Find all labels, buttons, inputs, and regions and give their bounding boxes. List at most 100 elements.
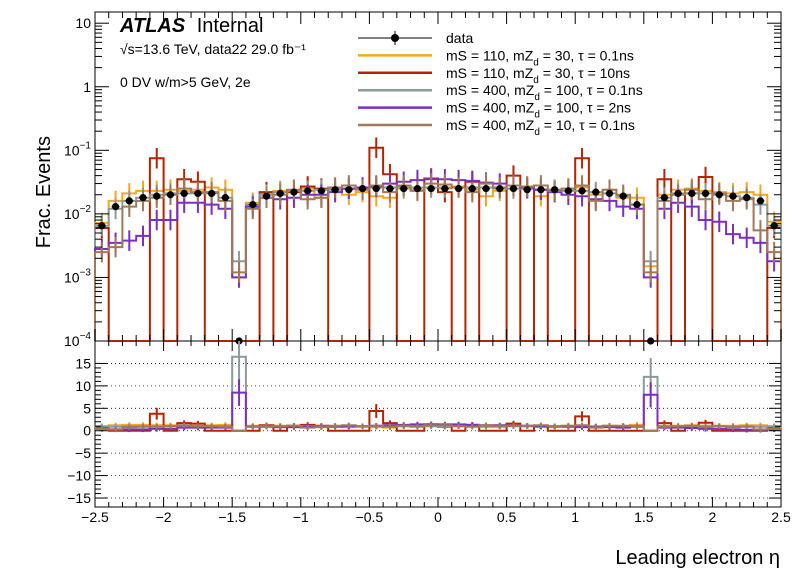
ratio-y-tick-label: 15 [75, 355, 91, 371]
data-point [166, 191, 175, 199]
data-point [551, 186, 559, 194]
data-point [523, 186, 531, 194]
data-point [468, 184, 476, 193]
data-point [482, 184, 490, 193]
top-y-tick-label: 10−3 [64, 267, 91, 285]
legend-name-part: mS = 400, mZ [446, 100, 535, 116]
x-tick-label: −2.5 [81, 509, 109, 525]
ratio-y-tick-label: 5 [83, 400, 91, 416]
x-tick-label: −1.5 [218, 509, 246, 525]
data-point [345, 186, 353, 194]
top-y-tick-label: 1 [83, 79, 91, 95]
tick-mantissa: 10 [64, 206, 80, 222]
data-point [194, 189, 202, 197]
x-axis-title: Leading electron η [615, 547, 780, 569]
data-point [180, 189, 188, 197]
top-y-tick-label: 10−1 [64, 140, 91, 158]
tick-mantissa: 10 [64, 269, 80, 285]
x-tick-label: −1 [293, 509, 309, 525]
ratio-panel-series [94, 341, 782, 433]
legend-entry-label: data [446, 30, 473, 46]
legend-name-subscript: d [533, 57, 539, 68]
tick-exponent: −3 [80, 267, 92, 278]
experiment-name: ATLAS [119, 15, 186, 37]
energy-label: √s=13.6 TeV, data22 29.0 fb⁻¹ [120, 41, 306, 57]
top-y-tick-label: 10 [75, 15, 91, 31]
data-point [729, 192, 737, 200]
x-tick-label: 0 [434, 509, 442, 525]
data-point [454, 184, 463, 193]
y-axis-title: Frac. Events [33, 136, 55, 248]
data-point [153, 192, 161, 200]
legend-entry-label: mS = 110, mZd = 30, τ = 10ns [446, 65, 630, 86]
series-line-4 [94, 178, 782, 341]
data-point [509, 184, 518, 193]
data-point [125, 197, 133, 205]
data-point [496, 184, 504, 193]
ratio-y-tick-label: −5 [75, 445, 91, 461]
data-point [743, 194, 751, 202]
data-point [358, 184, 367, 193]
experiment-status: Internal [197, 15, 264, 37]
legend-name-part: mS = 110, mZ [446, 65, 534, 81]
x-tick-label: 1 [571, 509, 579, 525]
data-point [111, 203, 120, 211]
x-tick-label: −2 [156, 509, 172, 525]
data-point [592, 188, 600, 196]
ratio-y-tick-label: −15 [67, 490, 91, 506]
ratio-y-ticks: 15 10 5 0 −5 −10 −15 [67, 355, 781, 506]
data-point [400, 184, 408, 193]
data-point [139, 194, 147, 202]
data-point [262, 192, 271, 200]
legend-name-part: mS = 400, mZ [446, 117, 535, 133]
legend-name-part: mS = 110, mZ [446, 47, 534, 63]
tick-mantissa: 10 [64, 333, 80, 349]
x-tick-label: 2 [709, 509, 717, 525]
data-point [386, 184, 394, 193]
legend-marker [391, 34, 399, 42]
data-point [427, 184, 435, 193]
legend-name-part: = 10, τ = 0.1ns [540, 117, 635, 133]
tick-exponent: −2 [80, 204, 92, 215]
data-point [208, 189, 216, 197]
x-ticks: −2.5 −2 −1.5 −1 −0.5 0 0.5 1 1.5 2 2.5 [81, 12, 791, 525]
data-point [605, 189, 614, 197]
data-point [633, 200, 641, 209]
data-point [619, 192, 627, 200]
x-tick-label: 0.5 [497, 509, 517, 525]
data-point [331, 186, 339, 194]
data-point [290, 188, 298, 196]
legend-entry-label: mS = 400, mZd = 10, τ = 0.1ns [446, 117, 635, 138]
tick-exponent: −4 [80, 331, 92, 342]
legend-name-part: = 30, τ = 10ns [539, 65, 630, 81]
data-point [756, 197, 765, 205]
data-point [688, 189, 696, 197]
ratio-y-tick-label: 10 [75, 378, 91, 394]
data-point [674, 189, 682, 197]
data-point [441, 184, 449, 193]
data-point [715, 191, 723, 199]
ratio-y-tick-label: 0 [83, 423, 91, 439]
data-point [578, 187, 586, 195]
x-tick-label: 1.5 [634, 509, 654, 525]
tick-exponent: −1 [80, 140, 92, 151]
top-y-tick-label: 10−4 [64, 331, 91, 349]
legend-name-subscript: d [533, 75, 539, 86]
x-tick-label: −0.5 [356, 509, 384, 525]
atlas-label: ATLAS Internal [119, 15, 263, 37]
data-point [413, 184, 422, 193]
legend-entry-label: mS = 400, mZd = 100, τ = 0.1ns [446, 82, 643, 103]
top-panel-series [94, 137, 782, 345]
legend-name-part: mS = 400, mZ [446, 82, 535, 98]
tick-mantissa: 10 [64, 142, 80, 158]
x-tick-label: 2.5 [771, 509, 791, 525]
data-point [372, 184, 380, 193]
data-point [221, 194, 229, 202]
legend-name-part: = 30, τ = 0.1ns [539, 47, 634, 63]
legend-entry-label: mS = 110, mZd = 30, τ = 0.1ns [446, 47, 634, 68]
ratio-y-tick-label: −10 [67, 468, 91, 484]
data-point [317, 187, 325, 195]
